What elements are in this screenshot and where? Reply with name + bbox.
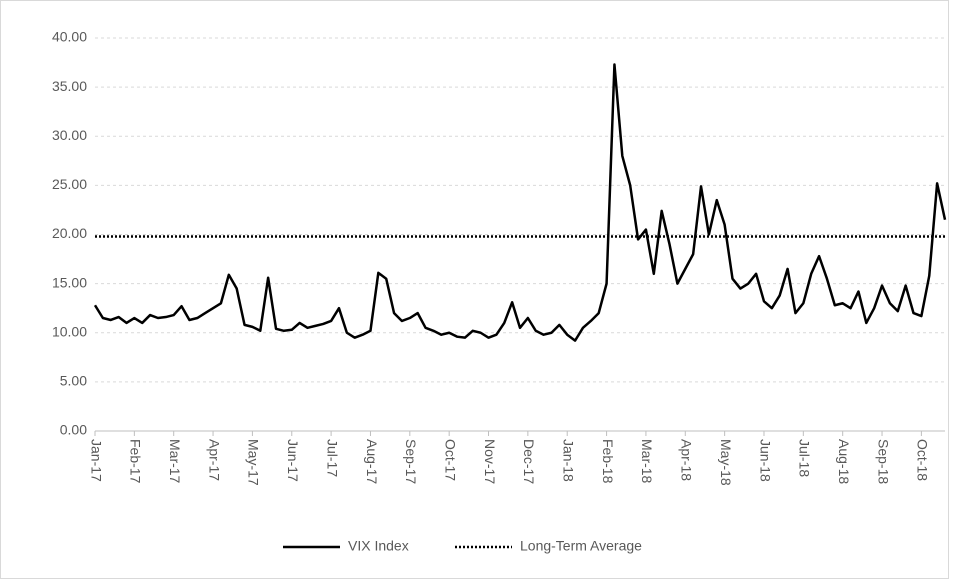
x-tick-label: Jul-17 (324, 439, 340, 477)
x-tick-label: Jan-18 (561, 439, 577, 482)
y-tick-label: 40.00 (52, 29, 87, 45)
x-tick-label: Aug-18 (836, 439, 852, 484)
x-tick-label: Sep-18 (875, 439, 891, 484)
x-tick-label: Apr-17 (206, 439, 222, 481)
x-tick-label: May-18 (718, 439, 734, 486)
x-tick-label: Sep-17 (403, 439, 419, 484)
y-tick-label: 15.00 (52, 274, 87, 290)
x-tick-label: May-17 (246, 439, 262, 486)
x-tick-label: Mar-18 (639, 439, 655, 484)
y-tick-label: 10.00 (52, 323, 87, 339)
y-tick-label: 5.00 (60, 373, 87, 389)
x-tick-label: Dec-17 (521, 439, 537, 484)
x-tick-label: Feb-17 (128, 439, 144, 484)
y-tick-label: 35.00 (52, 78, 87, 94)
y-tick-label: 25.00 (52, 176, 87, 192)
x-tick-label: Oct-18 (915, 439, 931, 481)
x-tick-label: Jun-17 (285, 439, 301, 482)
y-tick-label: 20.00 (52, 225, 87, 241)
x-tick-label: Jun-18 (757, 439, 773, 482)
legend-label: VIX Index (348, 538, 409, 554)
legend-label: Long-Term Average (520, 538, 642, 554)
x-tick-label: Jul-18 (797, 439, 813, 477)
y-tick-label: 30.00 (52, 127, 87, 143)
y-tick-label: 0.00 (60, 422, 87, 438)
data-line (93, 63, 947, 342)
x-tick-label: Apr-18 (679, 439, 695, 481)
x-tick-label: Jan-17 (88, 439, 104, 482)
x-tick-label: Aug-17 (364, 439, 380, 484)
x-tick-label: Feb-18 (600, 439, 616, 484)
x-tick-label: Mar-17 (167, 439, 183, 484)
x-tick-label: Nov-17 (482, 439, 498, 484)
x-tick-label: Oct-17 (442, 439, 458, 481)
